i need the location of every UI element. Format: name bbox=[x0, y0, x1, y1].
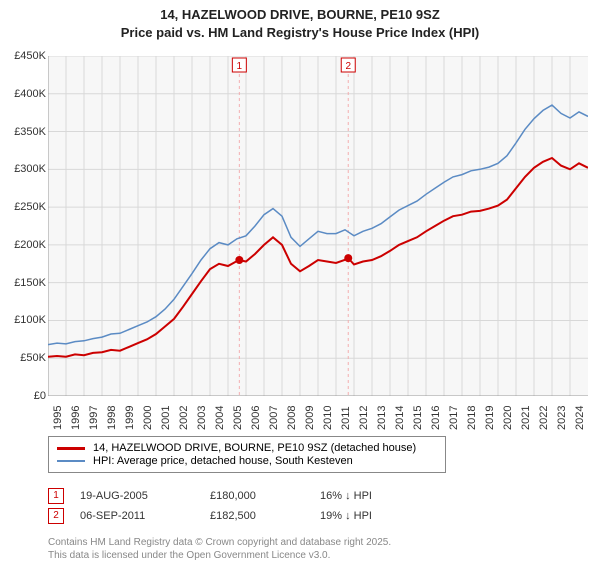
sale-diff-1: 16% ↓ HPI bbox=[320, 490, 372, 502]
sale-marker-1: 1 bbox=[48, 488, 64, 504]
y-tick-label: £0 bbox=[34, 390, 46, 402]
svg-text:2: 2 bbox=[345, 61, 351, 72]
sale-date-1: 19-AUG-2005 bbox=[80, 490, 210, 502]
title-address: 14, HAZELWOOD DRIVE, BOURNE, PE10 9SZ bbox=[160, 7, 440, 22]
x-tick-label: 1997 bbox=[88, 406, 100, 430]
sale-marker-2: 2 bbox=[48, 508, 64, 524]
x-tick-label: 1995 bbox=[52, 406, 64, 430]
x-tick-label: 2022 bbox=[538, 406, 550, 430]
x-tick-label: 2015 bbox=[412, 406, 424, 430]
x-tick-label: 2019 bbox=[484, 406, 496, 430]
x-tick-label: 2023 bbox=[556, 406, 568, 430]
x-tick-label: 2006 bbox=[250, 406, 262, 430]
x-tick-label: 2001 bbox=[160, 406, 172, 430]
y-tick-label: £150K bbox=[14, 277, 46, 289]
chart-container: 14, HAZELWOOD DRIVE, BOURNE, PE10 9SZ Pr… bbox=[0, 6, 600, 566]
y-tick-label: £100K bbox=[14, 314, 46, 326]
x-tick-label: 2010 bbox=[322, 406, 334, 430]
legend: 14, HAZELWOOD DRIVE, BOURNE, PE10 9SZ (d… bbox=[48, 436, 446, 473]
x-tick-label: 2014 bbox=[394, 406, 406, 430]
sale-date-2: 06-SEP-2011 bbox=[80, 510, 210, 522]
footer: Contains HM Land Registry data © Crown c… bbox=[48, 536, 391, 562]
x-tick-label: 2002 bbox=[178, 406, 190, 430]
sale-row-2: 2 06-SEP-2011 £182,500 19% ↓ HPI bbox=[48, 508, 372, 524]
x-tick-label: 2020 bbox=[502, 406, 514, 430]
x-tick-label: 2007 bbox=[268, 406, 280, 430]
x-tick-label: 2021 bbox=[520, 406, 532, 430]
x-tick-label: 2000 bbox=[142, 406, 154, 430]
y-tick-label: £250K bbox=[14, 201, 46, 213]
x-tick-label: 2018 bbox=[466, 406, 478, 430]
sale-diff-2: 19% ↓ HPI bbox=[320, 510, 372, 522]
sales-table: 1 19-AUG-2005 £180,000 16% ↓ HPI 2 06-SE… bbox=[48, 484, 372, 528]
x-tick-label: 2016 bbox=[430, 406, 442, 430]
legend-label-hpi: HPI: Average price, detached house, Sout… bbox=[93, 455, 353, 467]
x-tick-label: 2012 bbox=[358, 406, 370, 430]
x-tick-label: 2011 bbox=[340, 406, 352, 430]
sale-price-1: £180,000 bbox=[210, 490, 320, 502]
legend-item-price-paid: 14, HAZELWOOD DRIVE, BOURNE, PE10 9SZ (d… bbox=[57, 442, 437, 454]
y-tick-label: £350K bbox=[14, 126, 46, 138]
legend-swatch-hpi bbox=[57, 460, 85, 462]
x-tick-label: 1999 bbox=[124, 406, 136, 430]
svg-text:1: 1 bbox=[237, 61, 243, 72]
y-tick-label: £200K bbox=[14, 239, 46, 251]
chart-svg: 12 bbox=[48, 56, 588, 396]
y-tick-label: £400K bbox=[14, 88, 46, 100]
x-tick-label: 2008 bbox=[286, 406, 298, 430]
x-tick-label: 2004 bbox=[214, 406, 226, 430]
y-tick-label: £450K bbox=[14, 50, 46, 62]
chart-title: 14, HAZELWOOD DRIVE, BOURNE, PE10 9SZ Pr… bbox=[0, 6, 600, 41]
legend-swatch-price-paid bbox=[57, 447, 85, 450]
x-tick-label: 1996 bbox=[70, 406, 82, 430]
x-tick-label: 2003 bbox=[196, 406, 208, 430]
footer-copyright: Contains HM Land Registry data © Crown c… bbox=[48, 537, 391, 548]
title-subtitle: Price paid vs. HM Land Registry's House … bbox=[121, 25, 480, 40]
x-tick-label: 2009 bbox=[304, 406, 316, 430]
plot-area: 12 bbox=[48, 56, 588, 396]
footer-licence: This data is licensed under the Open Gov… bbox=[48, 550, 330, 561]
y-tick-label: £300K bbox=[14, 163, 46, 175]
x-tick-label: 2017 bbox=[448, 406, 460, 430]
sale-price-2: £182,500 bbox=[210, 510, 320, 522]
legend-label-price-paid: 14, HAZELWOOD DRIVE, BOURNE, PE10 9SZ (d… bbox=[93, 442, 416, 454]
x-tick-label: 2005 bbox=[232, 406, 244, 430]
x-tick-label: 2013 bbox=[376, 406, 388, 430]
y-tick-label: £50K bbox=[20, 352, 46, 364]
x-tick-label: 2024 bbox=[574, 406, 586, 430]
x-tick-label: 1998 bbox=[106, 406, 118, 430]
legend-item-hpi: HPI: Average price, detached house, Sout… bbox=[57, 455, 437, 467]
sale-row-1: 1 19-AUG-2005 £180,000 16% ↓ HPI bbox=[48, 488, 372, 504]
